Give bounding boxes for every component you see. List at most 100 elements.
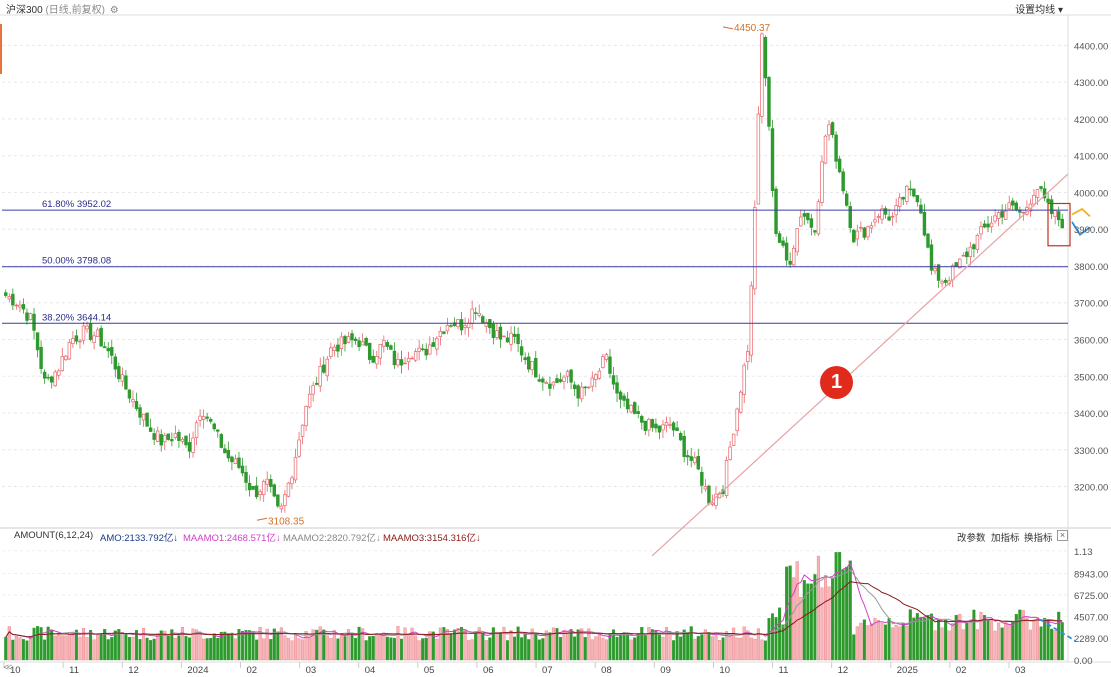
volume-bar	[700, 634, 704, 661]
volume-bar	[481, 633, 485, 661]
volume-bar	[106, 639, 110, 661]
volume-bar	[841, 569, 845, 661]
add-indicator-button[interactable]: 加指标	[991, 533, 1020, 544]
candle-body	[159, 434, 163, 446]
candle-body	[982, 223, 987, 228]
volume-bar	[99, 633, 103, 661]
volume-bar	[103, 629, 107, 661]
candle-body	[844, 193, 849, 206]
volume-bar	[633, 637, 637, 661]
candle-body	[134, 401, 139, 410]
volume-bar	[922, 617, 926, 661]
candle-body	[597, 370, 602, 379]
candle-body	[883, 208, 888, 215]
switch-indicator-button[interactable]: 换指标	[1024, 533, 1053, 544]
volume-bar	[237, 629, 241, 661]
close-indicator-button[interactable]: ×	[1057, 530, 1068, 541]
candle-body	[919, 204, 923, 214]
volume-bar	[311, 629, 315, 661]
candle-body	[816, 201, 821, 235]
arrow-down-icon: ↓	[173, 533, 179, 544]
volume-bar	[21, 639, 25, 661]
volume-bar	[1025, 617, 1029, 661]
candle-body	[463, 325, 467, 328]
candle-body	[530, 360, 534, 371]
volume-bar	[781, 624, 785, 661]
volume-bar	[626, 633, 630, 661]
volume-bar	[562, 630, 566, 661]
volume-bar	[555, 628, 559, 661]
candle-body	[809, 218, 814, 228]
volume-bar	[25, 640, 29, 661]
candle-body	[272, 484, 277, 497]
chart-header: 沪深300 (日线,前复权) ⚙ 设置均线 ▾	[0, 0, 1111, 16]
volume-bar	[445, 629, 449, 661]
annotation-marker-1: 1	[820, 366, 853, 399]
candle-body	[219, 434, 224, 448]
volume-bar	[657, 634, 661, 661]
volume-bar	[336, 638, 340, 661]
candle-body	[834, 134, 838, 162]
volume-bar	[357, 626, 361, 661]
candle-body	[64, 355, 68, 360]
candle-body	[979, 226, 983, 235]
candle-body	[85, 325, 89, 330]
candle-body	[576, 385, 580, 399]
volume-bar	[92, 639, 96, 661]
candle-body	[611, 375, 616, 385]
volume-bar	[332, 630, 336, 661]
volume-bar	[894, 624, 898, 661]
candle-body	[173, 433, 178, 438]
volume-bar	[1057, 611, 1061, 661]
volume-bar	[703, 629, 707, 661]
volume-bar	[173, 637, 177, 661]
volume-bar	[785, 566, 789, 661]
candle-body	[830, 122, 835, 135]
candle-body	[290, 477, 294, 485]
volume-bar	[799, 597, 803, 661]
candle-body	[512, 333, 517, 337]
volume-bar	[746, 630, 750, 661]
volume-bar	[823, 575, 828, 661]
set-ma-button[interactable]: 设置均线 ▾	[1015, 1, 1063, 16]
candle-body	[226, 449, 231, 459]
candle-body	[99, 327, 103, 347]
volume-bar	[954, 614, 958, 661]
x-tick-label: 02	[956, 665, 967, 676]
volume-bar	[159, 630, 163, 661]
price-tick-label: 3500.00	[1074, 372, 1108, 383]
volume-bar	[124, 634, 128, 661]
volume-tick-label: 1.13	[1074, 547, 1093, 558]
candle-body	[618, 391, 623, 400]
candle-body	[583, 386, 587, 389]
annotation-label: 4450.37	[734, 23, 771, 34]
candle-body	[852, 229, 856, 243]
candle-body	[357, 340, 361, 348]
volume-bar	[859, 622, 863, 661]
volume-bar	[569, 629, 573, 661]
candle-body	[848, 206, 852, 228]
candle-body	[283, 494, 287, 507]
candle-body	[466, 322, 471, 329]
volume-bar	[452, 629, 457, 661]
scroll-left-button[interactable]: ≪	[3, 662, 13, 672]
candle-body	[710, 502, 715, 505]
change-params-button[interactable]: 改参数	[957, 533, 986, 544]
volume-bar	[315, 629, 319, 661]
candle-body	[537, 379, 542, 382]
volume-bar	[594, 636, 598, 661]
candle-body	[32, 313, 36, 331]
gear-icon[interactable]: ⚙	[109, 5, 119, 16]
indicator-bar: AMOUNT(6,12,24) AMO:2133.792亿↓ MAAMO1:24…	[0, 529, 1111, 544]
volume-bar	[905, 625, 909, 661]
candle-body	[901, 197, 905, 200]
candle-body	[565, 371, 570, 377]
x-tick-label: 12	[838, 665, 849, 676]
indicator-amo: AMO:2133.792亿↓	[100, 530, 178, 544]
volume-bar	[986, 619, 990, 661]
candle-body	[685, 455, 690, 458]
candle-body	[876, 216, 881, 219]
candle-body	[587, 386, 591, 389]
volume-bar	[972, 609, 976, 661]
